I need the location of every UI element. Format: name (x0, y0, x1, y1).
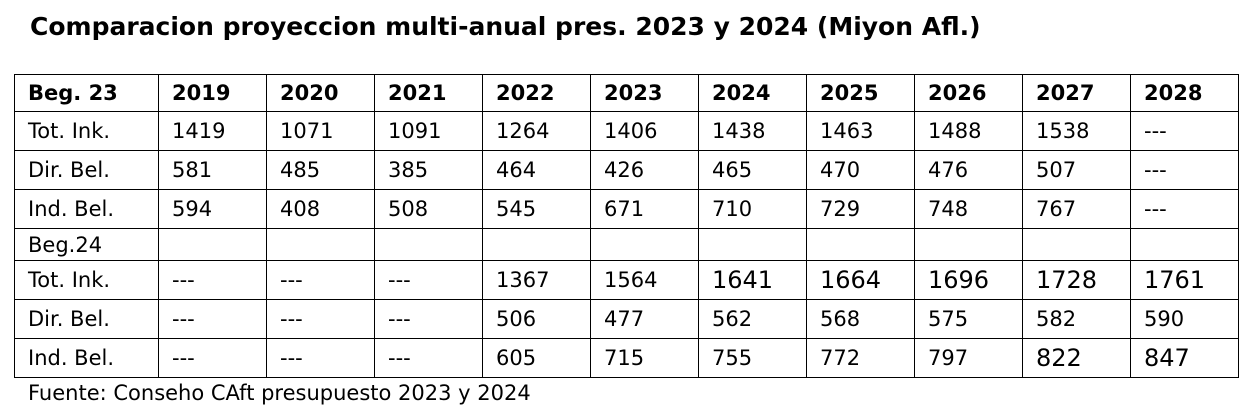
table-cell: 1367 (482, 260, 591, 300)
table-cell (482, 228, 591, 261)
table-cell: 1696 (914, 260, 1023, 300)
table-cell: 385 (374, 150, 483, 190)
table-cell: 506 (482, 299, 591, 339)
table-cell: 748 (914, 189, 1023, 229)
table-cell: 507 (1022, 150, 1131, 190)
header-cell: 2027 (1022, 74, 1131, 112)
row-label: Tot. Ink. (14, 111, 159, 151)
table-cell: --- (158, 299, 267, 339)
table-cell: --- (266, 338, 375, 378)
table-cell: --- (266, 260, 375, 300)
table-cell: 1071 (266, 111, 375, 151)
row-label: Ind. Bel. (14, 189, 159, 229)
table-cell: 508 (374, 189, 483, 229)
table-cell: 477 (590, 299, 699, 339)
row-label: Dir. Bel. (14, 299, 159, 339)
table-cell: 1264 (482, 111, 591, 151)
section-row: Beg.24 (14, 228, 1239, 261)
header-cell: 2028 (1130, 74, 1239, 112)
table-cell: 822 (1022, 338, 1131, 378)
header-cell: 2021 (374, 74, 483, 112)
table-cell: 1641 (698, 260, 807, 300)
table-row: Tot. Ink. --- --- --- 1367 1564 1641 166… (14, 260, 1239, 300)
table-cell: 1091 (374, 111, 483, 151)
table-cell: 465 (698, 150, 807, 190)
table-cell: 590 (1130, 299, 1239, 339)
table-cell: 1406 (590, 111, 699, 151)
row-label: Ind. Bel. (14, 338, 159, 378)
header-cell: 2026 (914, 74, 1023, 112)
table-cell: --- (374, 299, 483, 339)
table-cell: 671 (590, 189, 699, 229)
table-cell (806, 228, 915, 261)
table-cell: 1728 (1022, 260, 1131, 300)
table-cell (1022, 228, 1131, 261)
table-row: Dir. Bel. 581 485 385 464 426 465 470 47… (14, 150, 1239, 190)
table-cell: 470 (806, 150, 915, 190)
table-cell: 575 (914, 299, 1023, 339)
table-row: Tot. Ink. 1419 1071 1091 1264 1406 1438 … (14, 111, 1239, 151)
table-cell: 1761 (1130, 260, 1239, 300)
table-cell: 1538 (1022, 111, 1131, 151)
table-cell: 562 (698, 299, 807, 339)
table-header-row: Beg. 23 2019 2020 2021 2022 2023 2024 20… (14, 74, 1239, 112)
table-cell: 408 (266, 189, 375, 229)
table-cell: 1419 (158, 111, 267, 151)
table-cell: 1564 (590, 260, 699, 300)
projection-table: Beg. 23 2019 2020 2021 2022 2023 2024 20… (14, 74, 1239, 378)
table-cell: 772 (806, 338, 915, 378)
table-cell (266, 228, 375, 261)
header-cell: 2022 (482, 74, 591, 112)
table-cell: 1438 (698, 111, 807, 151)
table-cell: 710 (698, 189, 807, 229)
header-cell: 2024 (698, 74, 807, 112)
document-title: Comparacion proyeccion multi-anual pres.… (30, 12, 981, 41)
table-cell: --- (374, 338, 483, 378)
row-label: Dir. Bel. (14, 150, 159, 190)
table-cell: 715 (590, 338, 699, 378)
table-cell: 545 (482, 189, 591, 229)
table-cell: 1463 (806, 111, 915, 151)
table-row: Dir. Bel. --- --- --- 506 477 562 568 57… (14, 299, 1239, 339)
table-cell: --- (1130, 111, 1239, 151)
table-cell (914, 228, 1023, 261)
table-cell: 582 (1022, 299, 1131, 339)
table-cell: 568 (806, 299, 915, 339)
table-cell: 464 (482, 150, 591, 190)
table-cell (158, 228, 267, 261)
table-cell: --- (266, 299, 375, 339)
table-cell: 847 (1130, 338, 1239, 378)
table-cell: 476 (914, 150, 1023, 190)
row-label: Tot. Ink. (14, 260, 159, 300)
table-cell: --- (1130, 189, 1239, 229)
table-cell: 426 (590, 150, 699, 190)
table-cell: 605 (482, 338, 591, 378)
table-cell: 767 (1022, 189, 1131, 229)
source-note: Fuente: Conseho CAft presupuesto 2023 y … (28, 381, 531, 405)
table-cell: 485 (266, 150, 375, 190)
table-cell: --- (158, 338, 267, 378)
table-cell: 1488 (914, 111, 1023, 151)
header-cell: 2019 (158, 74, 267, 112)
table-cell: 594 (158, 189, 267, 229)
table-cell (374, 228, 483, 261)
table-cell: 581 (158, 150, 267, 190)
table-cell (698, 228, 807, 261)
header-cell: 2025 (806, 74, 915, 112)
table-cell (1130, 228, 1239, 261)
table-cell: 729 (806, 189, 915, 229)
table-cell (590, 228, 699, 261)
header-cell: Beg. 23 (14, 74, 159, 112)
table-cell: --- (158, 260, 267, 300)
header-cell: 2023 (590, 74, 699, 112)
table-cell: 755 (698, 338, 807, 378)
table-cell: --- (374, 260, 483, 300)
table-row: Ind. Bel. 594 408 508 545 671 710 729 74… (14, 189, 1239, 229)
table-cell: 797 (914, 338, 1023, 378)
table-row: Ind. Bel. --- --- --- 605 715 755 772 79… (14, 338, 1239, 378)
table-cell: --- (1130, 150, 1239, 190)
section-label: Beg.24 (14, 228, 159, 261)
table-cell: 1664 (806, 260, 915, 300)
header-cell: 2020 (266, 74, 375, 112)
